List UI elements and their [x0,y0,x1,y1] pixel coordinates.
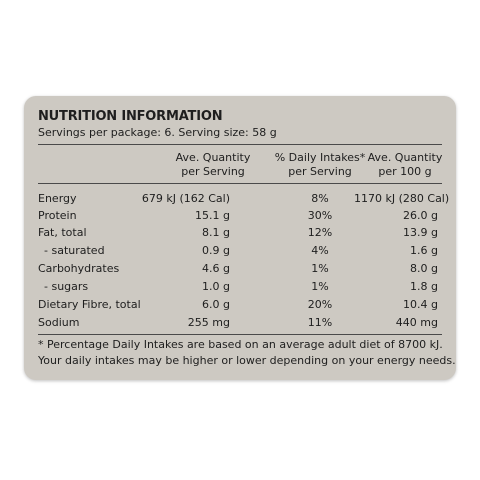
row-per-100g: 1.8 g [410,280,438,293]
row-per-100g: 8.0 g [410,262,438,275]
row-per-100g: 10.4 g [403,298,438,311]
row-daily-intake: 1% [311,262,329,275]
row-label: Sodium [38,316,80,329]
footer-divider [38,334,442,335]
row-daily-intake: 11% [307,316,333,329]
row-per-serving: 255 mg [187,316,230,329]
row-per-100g: 13.9 g [403,226,438,239]
row-label: Protein [38,209,77,222]
row-per-serving: 4.6 g [202,262,230,275]
footnote-line-1: * Percentage Daily Intakes are based on … [38,338,443,351]
col-header-per-100g-line1: Ave. Quantity [367,151,443,164]
row-label: Fat, total [38,226,87,239]
row-daily-intake: 12% [307,226,333,239]
row-label: Dietary Fibre, total [38,298,141,311]
col-header-per-serving-line1: Ave. Quantity [175,151,251,164]
row-daily-intake: 1% [311,280,329,293]
row-per-100g: 1170 kJ (280 Cal) [354,192,450,205]
top-divider [38,144,442,145]
col-header-per-serving-line2: per Serving [181,165,245,178]
panel-title: NUTRITION INFORMATION [38,109,223,124]
row-per-serving: 0.9 g [202,244,230,257]
row-daily-intake: 20% [307,298,333,311]
col-header-per-100g-line2: per 100 g [378,165,432,178]
nutrition-panel: NUTRITION INFORMATION Servings per packa… [24,96,456,380]
col-header-daily-intake-line2: per Serving [288,165,352,178]
row-per-100g: 26.0 g [403,209,438,222]
col-header-daily-intake-line1: % Daily Intakes* [274,151,366,164]
row-per-serving: 8.1 g [202,226,230,239]
row-per-serving: 15.1 g [195,209,230,222]
row-label: - sugars [44,280,89,293]
servings-info: Servings per package: 6. Serving size: 5… [38,126,277,139]
row-daily-intake: 4% [311,244,329,257]
header-divider [38,183,442,184]
row-label: Carbohydrates [38,262,120,275]
row-label: Energy [38,192,77,205]
row-per-serving: 679 kJ (162 Cal) [141,192,230,205]
row-daily-intake: 8% [311,192,329,205]
row-per-100g: 440 mg [395,316,438,329]
row-daily-intake: 30% [307,209,333,222]
row-per-serving: 1.0 g [202,280,230,293]
row-per-serving: 6.0 g [202,298,230,311]
row-label: - saturated [44,244,105,257]
footnote-line-2: Your daily intakes may be higher or lowe… [38,354,456,367]
row-per-100g: 1.6 g [410,244,438,257]
